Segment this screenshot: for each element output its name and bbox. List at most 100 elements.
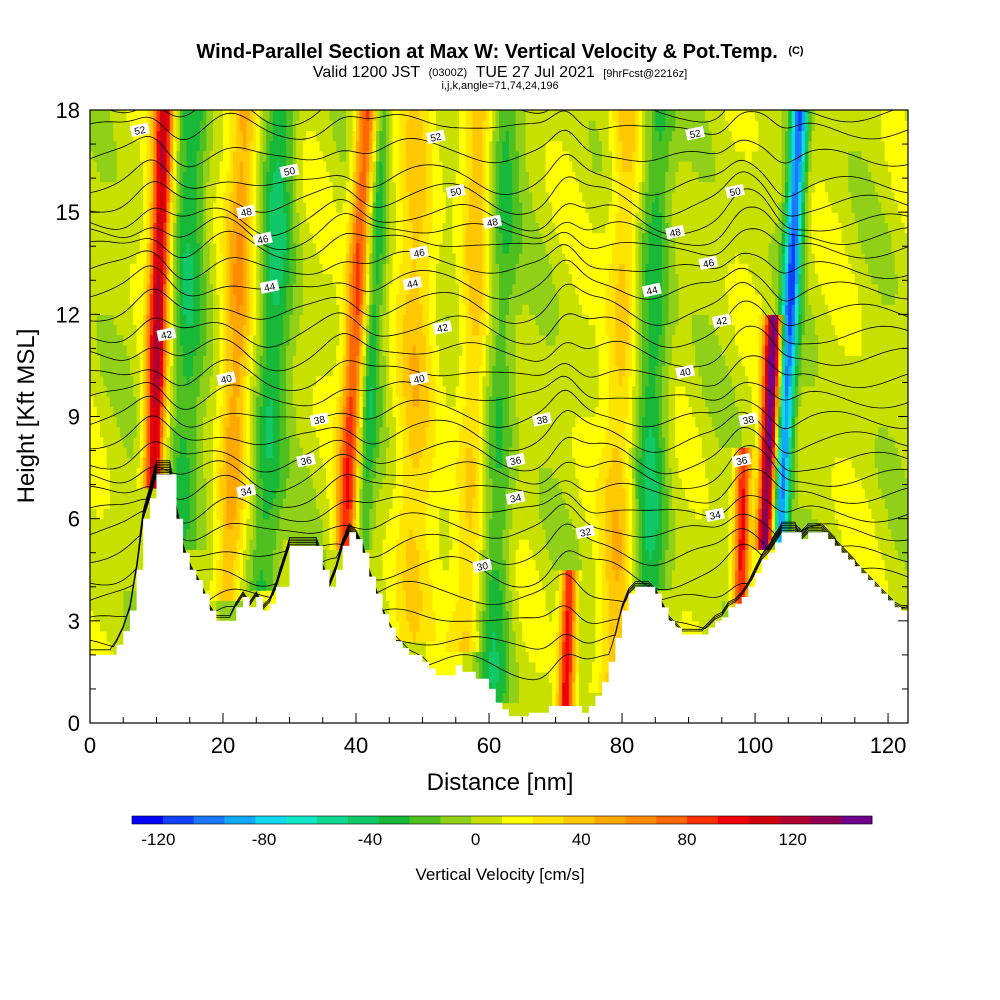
velocity-cell [93, 171, 98, 183]
velocity-cell [113, 508, 118, 520]
velocity-cell [146, 283, 151, 295]
velocity-cell [153, 416, 158, 428]
velocity-cell [133, 334, 138, 346]
velocity-cell [126, 191, 131, 203]
velocity-cell [119, 365, 124, 377]
velocity-cell [129, 498, 134, 510]
velocity-cell [96, 579, 101, 591]
velocity-cell [106, 283, 111, 295]
velocity-cell [179, 426, 184, 438]
velocity-cell [93, 375, 98, 387]
velocity-cell [189, 242, 194, 254]
velocity-cell [133, 222, 138, 234]
velocity-cell [169, 161, 174, 172]
velocity-cell [133, 365, 138, 377]
velocity-cell [113, 314, 118, 326]
velocity-cell [106, 263, 111, 275]
velocity-cell [176, 314, 181, 326]
velocity-cell [189, 191, 194, 203]
velocity-cell [143, 436, 148, 448]
velocity-cell [113, 273, 118, 285]
velocity-cell [129, 212, 134, 223]
velocity-cell [129, 201, 134, 213]
velocity-cell [106, 477, 111, 489]
velocity-cell [136, 140, 141, 152]
velocity-cell [143, 130, 148, 142]
velocity-cell [99, 222, 104, 234]
velocity-cell [90, 161, 94, 172]
velocity-cell [166, 426, 171, 438]
velocity-cell [186, 212, 191, 223]
velocity-cell [136, 263, 141, 275]
velocity-cell [99, 416, 104, 428]
velocity-cell [116, 222, 121, 234]
velocity-cell [169, 242, 174, 254]
velocity-cell [116, 610, 121, 622]
velocity-cell [119, 600, 124, 612]
velocity-cell [156, 355, 161, 367]
velocity-cell [119, 273, 124, 285]
velocity-cell [189, 324, 194, 336]
velocity-cell [90, 304, 94, 315]
velocity-cell [183, 181, 188, 193]
velocity-cell [156, 201, 161, 213]
velocity-cell [129, 600, 134, 612]
velocity-cell [149, 263, 154, 275]
velocity-cell [96, 590, 101, 601]
velocity-cell [116, 201, 121, 213]
velocity-cell [90, 212, 94, 223]
velocity-cell [129, 181, 134, 193]
velocity-cell [159, 110, 164, 121]
velocity-cell [153, 457, 158, 469]
velocity-cell [159, 406, 164, 418]
velocity-cell [183, 528, 188, 540]
velocity-cell [189, 375, 194, 387]
velocity-cell [113, 559, 118, 571]
velocity-cell [103, 375, 108, 387]
velocity-cell [113, 426, 118, 438]
velocity-cell [173, 201, 178, 213]
velocity-cell [143, 365, 148, 377]
velocity-cell [106, 242, 111, 254]
velocity-cell [193, 436, 198, 448]
velocity-cell [153, 396, 158, 407]
velocity-cell [119, 631, 124, 642]
velocity-cell [179, 181, 184, 193]
velocity-cell [136, 436, 141, 448]
velocity-cell [193, 549, 198, 561]
velocity-cell [166, 181, 171, 193]
velocity-cell [179, 130, 184, 142]
velocity-cell [179, 396, 184, 407]
velocity-cell [193, 293, 198, 305]
velocity-cell [103, 406, 108, 418]
velocity-cell [139, 161, 144, 172]
velocity-cell [166, 232, 171, 244]
velocity-cell [159, 447, 164, 458]
velocity-cell [139, 181, 144, 193]
velocity-cell [153, 385, 158, 397]
velocity-cell [169, 436, 174, 448]
velocity-cell [179, 263, 184, 275]
velocity-cell [126, 385, 131, 397]
velocity-cell [119, 416, 124, 428]
velocity-cell [93, 344, 98, 356]
velocity-cell [193, 365, 198, 377]
velocity-cell [183, 539, 188, 550]
velocity-cell [183, 518, 188, 530]
velocity-cell [183, 396, 188, 407]
velocity-cell [183, 263, 188, 275]
velocity-cell [119, 579, 124, 591]
velocity-cell [173, 467, 178, 479]
velocity-cell [126, 528, 131, 540]
velocity-cell [113, 130, 118, 142]
velocity-cell [136, 304, 141, 315]
velocity-cell [93, 304, 98, 315]
velocity-cell [106, 579, 111, 591]
velocity-cell [173, 365, 178, 377]
velocity-cell [129, 365, 134, 377]
velocity-cell [189, 201, 194, 213]
velocity-cell [189, 488, 194, 499]
velocity-cell [93, 181, 98, 193]
velocity-cell [146, 436, 151, 448]
velocity-cell [166, 355, 171, 367]
